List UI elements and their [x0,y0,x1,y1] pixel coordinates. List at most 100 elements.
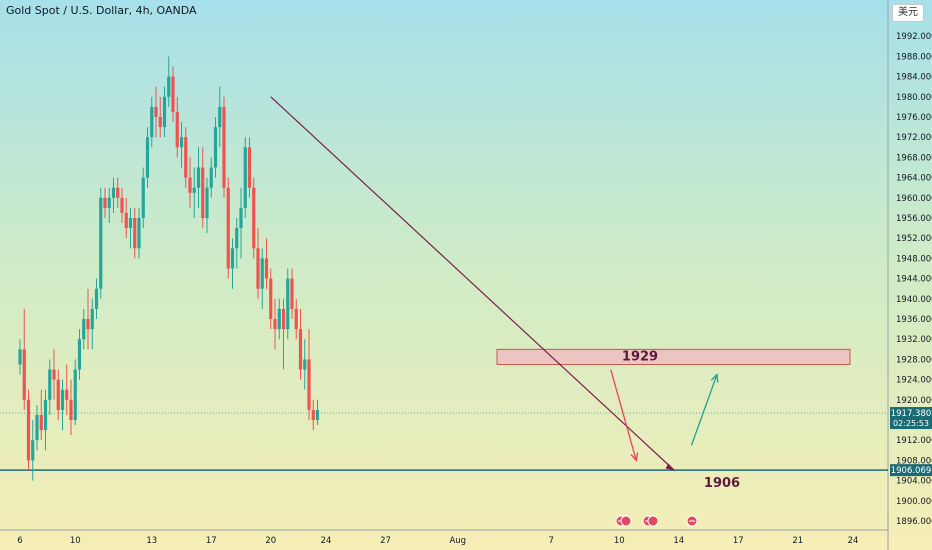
candle-body [133,218,137,249]
y-tick-label: 1980.000 [896,93,932,103]
y-tick-label: 1936.000 [896,315,932,325]
candle-body [294,308,298,330]
y-tick-label: 1976.000 [896,113,932,123]
candle-body [35,414,39,441]
candle-body [154,106,158,117]
candle-body [141,177,145,218]
candle-body [39,414,43,431]
y-tick-label: 1920.000 [896,396,932,406]
candle-body [167,76,171,97]
x-tick-label: 27 [380,536,391,546]
candle-body [205,187,209,218]
candle-body [247,147,252,188]
candle-body [243,147,247,208]
chart-title: Gold Spot / U.S. Dollar, 4h, OANDA [6,4,197,17]
candle-body [99,197,103,289]
candle-body [158,117,162,128]
y-tick-label: 1944.000 [896,275,932,285]
candle-body [209,167,213,188]
x-tick-label: 6 [17,536,22,546]
support-line-label: 1906 [704,476,740,491]
candle-body [31,440,35,461]
x-tick-label: 17 [733,536,744,546]
x-tick-label: 24 [321,536,332,546]
candle-body [69,399,73,420]
x-tick-label: 13 [146,536,157,546]
projection-up-arrow [690,374,718,446]
candle-body [213,127,218,168]
candle-body [90,308,94,330]
y-tick-label: 1904.000 [896,477,932,487]
candle-body [150,106,154,138]
candle-body [298,329,303,370]
candle-body [145,137,150,178]
resistance-zone [496,348,851,365]
candle-body [264,258,269,279]
y-tick-label: 1964.000 [896,174,932,184]
support-price-value: 1906.069 [891,466,932,476]
y-tick-label: 1900.000 [896,497,932,507]
candle-body [22,349,26,400]
candle-body [56,379,60,410]
candle-body [235,228,239,249]
candle-body [86,319,90,330]
event-flag-icon [620,515,632,527]
y-tick-label: 1984.000 [896,73,932,83]
candle-body [281,308,286,330]
candle-body [171,76,175,112]
candle-body [201,167,205,218]
y-tick-label: 1968.000 [896,153,932,163]
y-tick-label: 1924.000 [896,376,932,386]
candle-body [137,218,141,249]
x-tick-label: 17 [206,536,217,546]
x-tick-label: 14 [673,536,684,546]
candle-body [192,187,196,193]
countdown-timer: 02:25:53 [893,419,929,428]
y-tick-label: 1952.000 [896,234,932,244]
y-tick-label: 1972.000 [896,133,932,143]
candle-body [73,369,77,420]
candle-body [128,218,133,229]
y-tick-label: 1912.000 [896,436,932,446]
x-tick-label: 10 [70,536,81,546]
y-tick-label: 1896.000 [896,517,932,527]
y-tick-label: 1948.000 [896,254,932,264]
candle-body [196,167,201,188]
x-tick-label: 10 [614,536,625,546]
y-tick-label: 1988.000 [896,52,932,62]
candle-body [60,389,65,410]
candle-body [111,187,116,198]
y-tick-label: 1960.000 [896,194,932,204]
x-tick-label: 20 [265,536,276,546]
resistance-zone-label: 1929 [622,349,658,364]
projection-down-arrow-head [630,452,639,462]
candle-body [303,359,307,370]
candle-body [315,409,320,420]
y-tick-label: 1992.000 [896,32,932,42]
currency-button[interactable]: 美元 [892,4,924,22]
candle-body [230,248,235,269]
y-tick-label: 1956.000 [896,214,932,224]
candle-body [239,207,243,229]
event-flag-icon [647,515,659,527]
x-tick-label: 24 [848,536,859,546]
candle-body [82,319,86,340]
candle-body [188,177,192,193]
y-tick-label: 1928.000 [896,355,932,365]
candle-body [103,197,107,208]
candle-body [48,369,52,400]
trendline-arrowhead [665,463,675,471]
candle-body [18,349,22,365]
candle-body [269,278,273,319]
current-price-tag [890,407,932,430]
candle-body [116,187,120,198]
current-price-value: 1917.380 [891,409,932,419]
candle-body [175,111,179,148]
candle-body [307,359,311,410]
candle-body [107,197,111,208]
x-tick-label: Aug [449,536,466,546]
candle-body [277,308,281,330]
